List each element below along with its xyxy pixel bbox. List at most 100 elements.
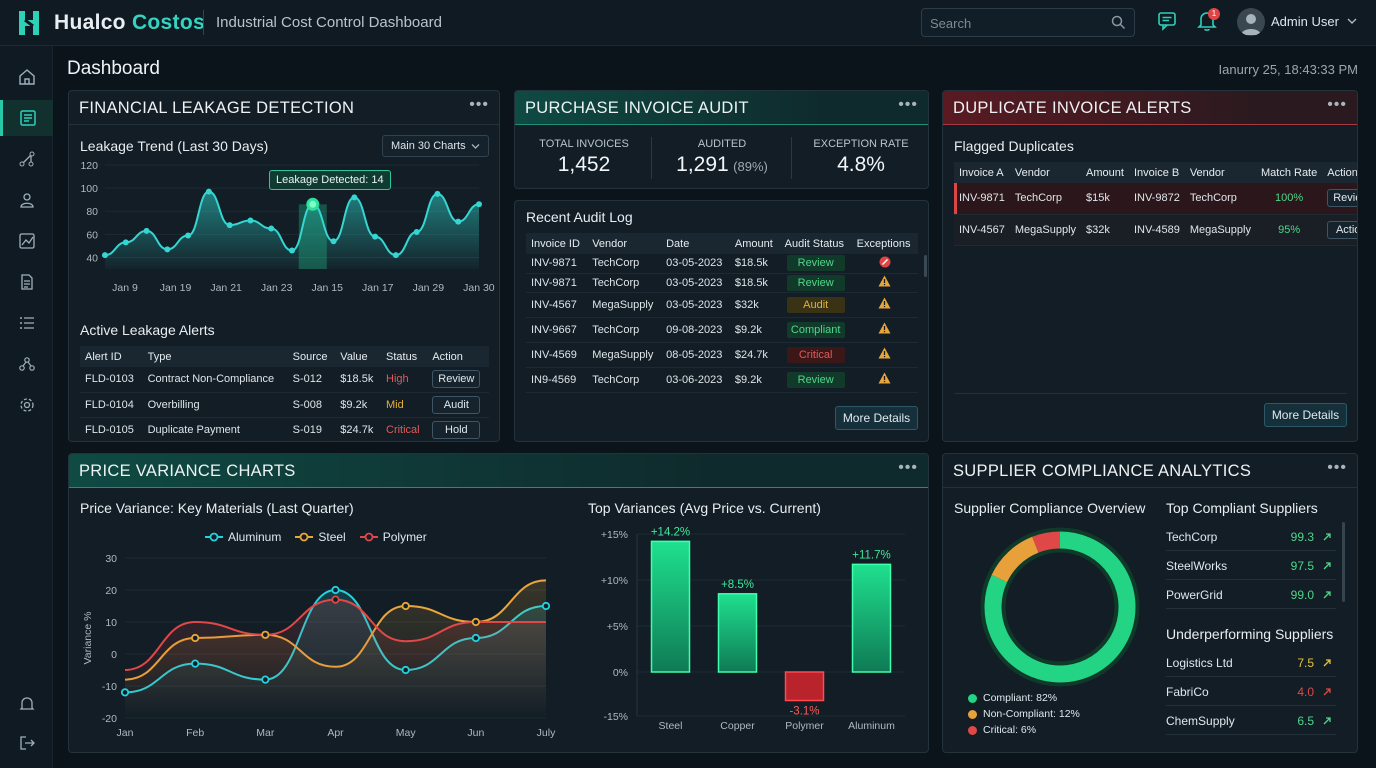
data-point[interactable] xyxy=(102,252,108,259)
data-point[interactable] xyxy=(331,595,340,604)
data-point[interactable] xyxy=(261,630,270,639)
trend-up-icon xyxy=(1323,562,1331,570)
search-input[interactable] xyxy=(930,14,1100,32)
review-button[interactable]: Review xyxy=(432,370,481,389)
bar-aluminum[interactable] xyxy=(851,563,892,673)
data-point[interactable] xyxy=(413,229,420,236)
invoice-id-link[interactable]: INV-9871 xyxy=(526,273,588,293)
data-point[interactable] xyxy=(331,585,340,595)
data-point[interactable] xyxy=(191,659,200,668)
bar-polymer[interactable] xyxy=(784,671,825,702)
range-dropdown[interactable]: Main 30 Charts xyxy=(382,135,489,157)
data-point[interactable] xyxy=(372,233,379,240)
sidebar-item-documents[interactable] xyxy=(0,264,53,300)
brand-name[interactable]: Hualco Costos xyxy=(54,11,205,35)
invoice-a-link[interactable]: INV-9871 xyxy=(954,183,1010,215)
donut-slice-critical[interactable] xyxy=(1032,531,1061,553)
data-point[interactable] xyxy=(471,633,480,643)
sidebar-item-alerts[interactable] xyxy=(0,686,53,722)
data-point[interactable] xyxy=(120,688,130,697)
data-point[interactable] xyxy=(434,190,441,197)
donut-slice-compliant[interactable] xyxy=(984,531,1136,683)
more-options-icon[interactable]: ••• xyxy=(1327,96,1347,113)
data-point[interactable] xyxy=(471,617,480,627)
list-item[interactable]: ChemSupply 6.5 xyxy=(1166,706,1336,735)
exception-cell xyxy=(851,342,918,368)
sidebar-item-logout[interactable] xyxy=(0,725,53,761)
legend-item[interactable]: Steel xyxy=(295,530,346,544)
alert-id-link[interactable]: FLD-0104 xyxy=(80,392,143,418)
more-details-button[interactable]: More Details xyxy=(1264,403,1347,427)
search-box[interactable] xyxy=(921,8,1135,37)
data-point[interactable] xyxy=(351,194,358,201)
data-point[interactable] xyxy=(191,633,200,643)
data-point[interactable] xyxy=(164,246,171,253)
invoice-a-link[interactable]: INV-4567 xyxy=(954,214,1010,246)
more-options-icon[interactable]: ••• xyxy=(898,96,918,113)
bar-copper[interactable] xyxy=(717,593,758,673)
review-button[interactable]: Review xyxy=(1327,189,1357,208)
scrollbar-thumb[interactable] xyxy=(1342,522,1345,602)
sidebar-item-home[interactable] xyxy=(0,59,53,95)
data-point[interactable] xyxy=(261,675,270,684)
more-details-button[interactable]: More Details xyxy=(835,406,918,430)
data-point[interactable] xyxy=(330,238,337,245)
data-point[interactable] xyxy=(289,247,295,254)
data-point[interactable] xyxy=(185,232,192,239)
invoice-b-link[interactable]: INV-9872 xyxy=(1128,183,1185,215)
x-tick-label: Apr xyxy=(327,727,344,739)
list-item[interactable]: FabriCo 4.0 xyxy=(1166,677,1336,706)
list-item[interactable]: TechCorp 99.3 xyxy=(1166,522,1336,551)
data-point[interactable] xyxy=(401,665,410,675)
data-point[interactable] xyxy=(455,218,462,225)
data-point[interactable] xyxy=(247,217,254,224)
more-options-icon[interactable]: ••• xyxy=(1327,459,1347,476)
donut-slice-non-compliant[interactable] xyxy=(991,536,1039,583)
list-item[interactable]: PowerGrid 99.0 xyxy=(1166,580,1336,609)
alert-id-link[interactable]: FLD-0105 xyxy=(80,417,143,441)
data-point[interactable] xyxy=(268,225,275,232)
sidebar-item-ledger[interactable] xyxy=(0,100,53,136)
audit-button[interactable]: Audit xyxy=(432,395,481,414)
bar-value-label: +8.5% xyxy=(721,579,754,591)
list-item[interactable]: Logistics Ltd 7.5 xyxy=(1166,648,1336,677)
user-avatar[interactable] xyxy=(1237,8,1265,36)
alert-id-link[interactable]: FLD-0103 xyxy=(80,367,143,393)
invoice-b-link[interactable]: INV-4589 xyxy=(1128,214,1185,246)
more-options-icon[interactable]: ••• xyxy=(898,459,918,476)
sidebar-item-settings[interactable] xyxy=(0,387,53,423)
invoice-id-link[interactable]: IN9-4569 xyxy=(526,367,588,393)
invoice-id-link[interactable]: INV-9667 xyxy=(526,317,588,343)
invoice-id-link[interactable]: INV-4569 xyxy=(526,342,588,368)
hold-button[interactable]: Hold xyxy=(432,420,481,439)
search-icon[interactable] xyxy=(1111,15,1126,30)
invoice-id-link[interactable]: INV-9871 xyxy=(526,254,588,274)
data-point[interactable] xyxy=(143,227,150,234)
data-point[interactable] xyxy=(306,197,320,211)
data-point[interactable] xyxy=(122,239,129,246)
data-point[interactable] xyxy=(401,601,410,611)
sidebar-item-organization[interactable] xyxy=(0,346,53,382)
list-item[interactable]: SteelWorks 97.5 xyxy=(1166,551,1336,580)
sidebar-item-flow[interactable] xyxy=(0,141,53,177)
sidebar-item-charts[interactable] xyxy=(0,223,53,259)
invoice-id-link[interactable]: INV-4567 xyxy=(526,292,588,318)
kpi-divider xyxy=(791,137,792,179)
data-point[interactable] xyxy=(476,201,482,208)
data-point[interactable] xyxy=(226,222,233,229)
scrollbar-thumb[interactable] xyxy=(924,255,927,277)
sidebar-item-users[interactable] xyxy=(0,182,53,218)
sidebar-item-list[interactable] xyxy=(0,305,53,341)
messages-icon[interactable] xyxy=(1157,11,1177,31)
data-point[interactable] xyxy=(392,252,399,259)
user-name[interactable]: Admin User xyxy=(1271,14,1339,29)
legend-item[interactable]: Aluminum xyxy=(205,530,281,544)
data-point[interactable] xyxy=(541,601,551,611)
col-invoice-b: Invoice B xyxy=(1128,162,1185,183)
legend-item[interactable]: Polymer xyxy=(359,530,427,544)
more-options-icon[interactable]: ••• xyxy=(469,96,489,113)
action-button[interactable]: Action xyxy=(1327,220,1357,239)
chevron-down-icon[interactable] xyxy=(1346,16,1358,26)
data-point[interactable] xyxy=(205,188,212,195)
bar-steel[interactable] xyxy=(650,540,691,673)
